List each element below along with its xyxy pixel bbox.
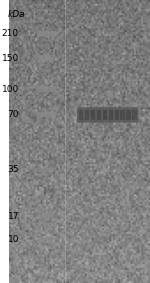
Text: 210: 210 — [2, 29, 19, 38]
FancyBboxPatch shape — [91, 110, 95, 120]
FancyBboxPatch shape — [39, 214, 54, 219]
FancyBboxPatch shape — [126, 110, 131, 120]
FancyBboxPatch shape — [77, 107, 138, 123]
FancyBboxPatch shape — [37, 31, 56, 37]
FancyBboxPatch shape — [37, 86, 56, 92]
FancyBboxPatch shape — [39, 168, 54, 172]
FancyBboxPatch shape — [97, 110, 101, 120]
Text: 10: 10 — [8, 235, 19, 244]
Text: kDa: kDa — [7, 10, 25, 19]
Text: 100: 100 — [2, 85, 19, 94]
Text: 150: 150 — [2, 53, 19, 63]
FancyBboxPatch shape — [115, 110, 119, 120]
FancyBboxPatch shape — [39, 237, 54, 241]
FancyBboxPatch shape — [9, 0, 150, 283]
FancyBboxPatch shape — [85, 110, 89, 120]
FancyBboxPatch shape — [79, 110, 83, 120]
Text: 17: 17 — [8, 212, 19, 221]
FancyBboxPatch shape — [39, 55, 54, 61]
FancyBboxPatch shape — [120, 110, 125, 120]
FancyBboxPatch shape — [65, 0, 66, 283]
FancyBboxPatch shape — [37, 112, 56, 117]
Text: 35: 35 — [8, 165, 19, 174]
FancyBboxPatch shape — [109, 110, 113, 120]
Text: 70: 70 — [8, 110, 19, 119]
FancyBboxPatch shape — [103, 110, 107, 120]
FancyBboxPatch shape — [132, 110, 137, 120]
